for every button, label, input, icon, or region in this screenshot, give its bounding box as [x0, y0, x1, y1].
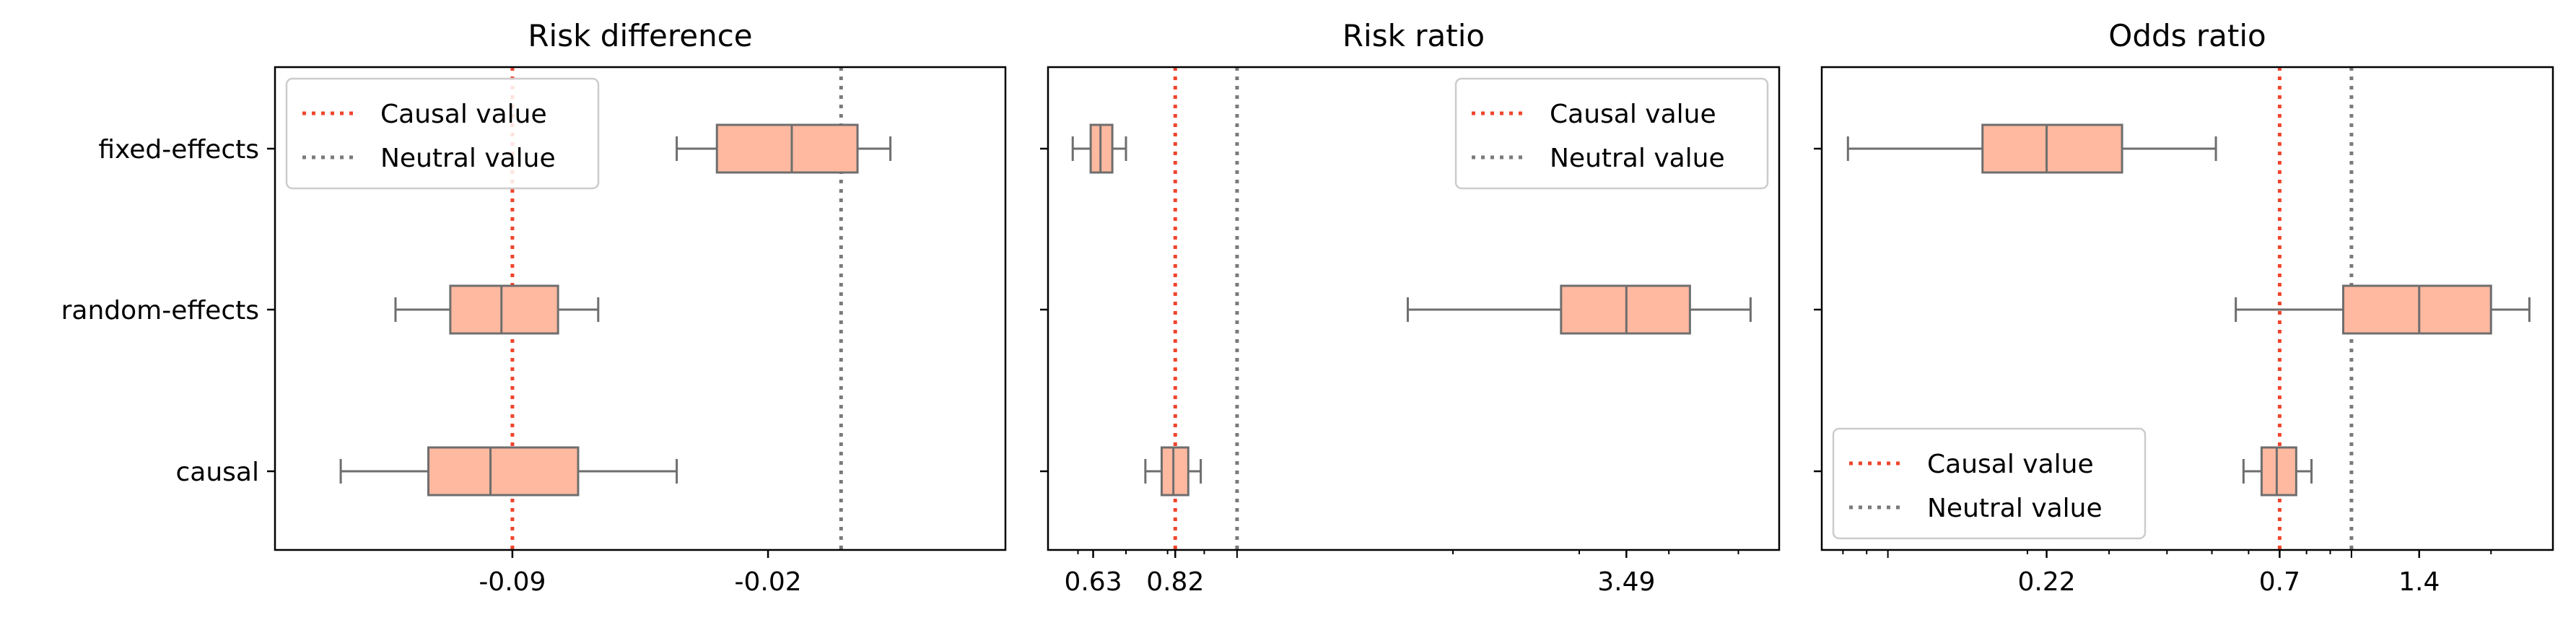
- box-causal: [1144, 446, 1202, 497]
- box-iqr: [2260, 446, 2297, 497]
- x-tick-label: 0.63: [1064, 567, 1122, 597]
- box-fixed-effects: [676, 123, 892, 174]
- x-tick-label: 1.4: [2398, 567, 2440, 597]
- x-tick-label: -0.02: [735, 567, 802, 597]
- box-random-effects: [1406, 284, 1752, 335]
- legend-neutral-label: Neutral value: [380, 144, 556, 173]
- legend-causal-label: Causal value: [1927, 450, 2094, 479]
- axes-frame: [1820, 66, 2554, 551]
- legend-neutral-label: Neutral value: [1927, 494, 2103, 523]
- legend-box: [1454, 77, 1769, 190]
- chart-panel-3: Odds ratio 0.22 0.7 1.4 Causal value Neutral …: [1814, 18, 2554, 597]
- box-fixed-effects: [1846, 123, 2217, 174]
- chart-panel-2: Risk ratio 0.63 0.82 3.49 Causal value Neutra…: [1040, 18, 1781, 597]
- box-iqr: [1981, 123, 2123, 174]
- axes-frame: [274, 66, 1007, 551]
- legend: Causal value Neutral value: [285, 77, 600, 190]
- box-iqr: [1160, 446, 1189, 497]
- box-iqr: [427, 446, 580, 497]
- chart-panel-1: Risk difference fixed-effects random-effec…: [61, 18, 1007, 597]
- x-tick-label: 0.7: [2259, 567, 2300, 597]
- chart-title: Risk difference: [528, 18, 752, 53]
- legend-neutral-label: Neutral value: [1550, 144, 1725, 173]
- legend-box: [1832, 427, 2147, 540]
- x-tick-label: 3.49: [1597, 567, 1655, 597]
- legend: Causal value Neutral value: [1832, 427, 2147, 540]
- box-causal: [2242, 446, 2313, 497]
- axes-frame: [1047, 66, 1781, 551]
- box-causal: [339, 446, 678, 497]
- y-tick-label: random-effects: [61, 296, 259, 325]
- chart-title: Odds ratio: [2108, 18, 2266, 53]
- x-tick-label: 0.22: [2017, 567, 2075, 597]
- box-iqr: [2342, 284, 2492, 335]
- legend-box: [285, 77, 600, 190]
- y-tick-label: fixed-effects: [98, 135, 259, 165]
- x-tick-label: 0.82: [1146, 567, 1204, 597]
- legend: Causal value Neutral value: [1454, 77, 1769, 190]
- box-random-effects: [394, 284, 600, 335]
- box-iqr: [449, 284, 559, 335]
- box-random-effects: [2235, 284, 2531, 335]
- box-iqr: [715, 123, 859, 174]
- legend-causal-label: Causal value: [380, 100, 547, 129]
- box-fixed-effects: [1071, 123, 1127, 174]
- x-tick-label: -0.09: [479, 567, 546, 597]
- y-tick-label: causal: [176, 458, 260, 487]
- legend-causal-label: Causal value: [1550, 100, 1716, 129]
- chart-title: Risk ratio: [1342, 18, 1485, 53]
